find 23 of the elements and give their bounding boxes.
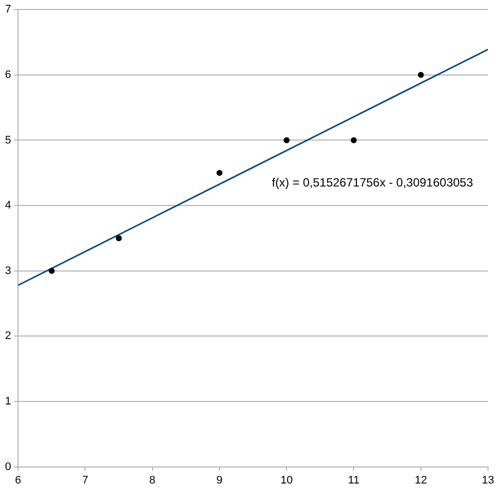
point [116,235,122,242]
y-tick-label: 7 [4,4,12,16]
point [284,137,290,144]
x-tick-label: 12 [414,474,427,486]
point [216,170,222,176]
x-tick-label: 11 [348,474,360,486]
y-tick-label: 3 [4,264,12,277]
y-tick-label: 1 [4,396,12,408]
x-tick-label: 13 [482,474,494,486]
y-tick-label: 4 [4,200,12,212]
annotation: f(x) = 0,5152671756x - 0,3091603053 [272,176,474,190]
point [48,268,55,274]
x-tick-label: 10 [280,474,293,486]
x-tick-label: 8 [149,474,156,486]
point [350,137,357,144]
y-tick-label: 6 [4,68,12,81]
y-tick-label: 5 [4,134,12,146]
x-tick-label: 6 [15,474,22,486]
x-tick-label: 7 [82,474,88,486]
x-tick-label: 9 [216,474,223,486]
y-tick-label: 2 [4,330,12,342]
point [418,72,424,78]
y-tick-label: 0 [4,460,12,473]
